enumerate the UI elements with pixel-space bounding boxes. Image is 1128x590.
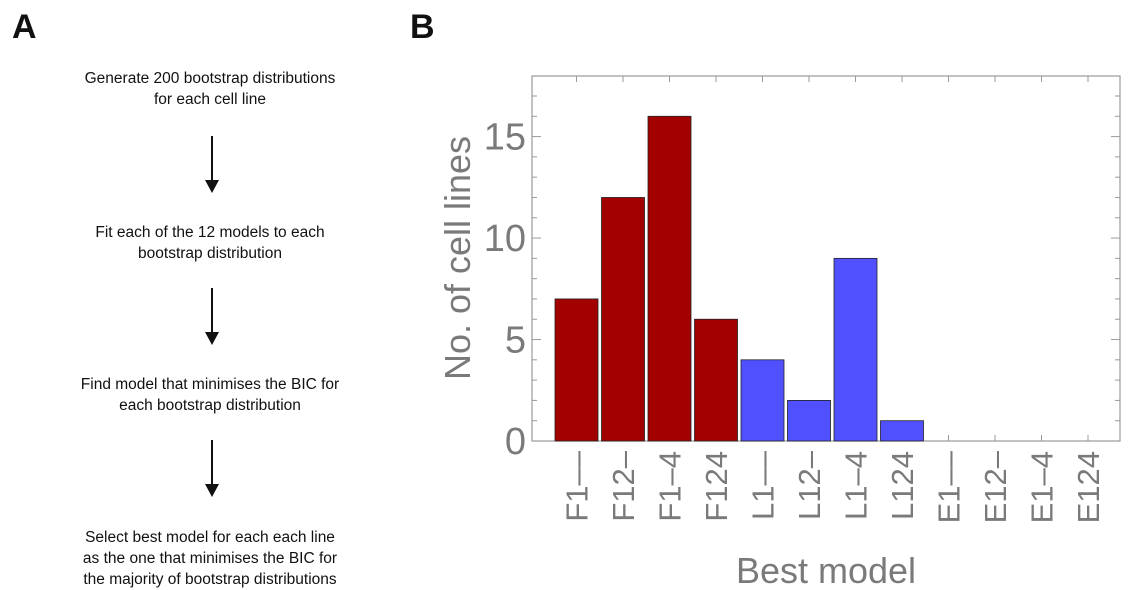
x-tick-label: F124 [699,451,734,522]
flow-step-3: Find model that minimises the BIC for ea… [30,374,390,416]
bar-1 [554,298,599,442]
flow-arrow-2 [205,288,219,345]
x-tick-label: L12– [792,450,827,520]
bar-7 [833,257,878,442]
flow-step-4-line2: as the one that minimises the BIC for [82,550,338,567]
bar-4 [694,318,738,442]
flow-step-2: Fit each of the 12 models to each bootst… [30,222,390,264]
x-tick-label: L124 [885,451,920,520]
flow-arrow-1 [205,136,219,193]
y-tick-label: 5 [505,320,526,362]
bar-6 [787,400,831,442]
x-axis-title: Best model [736,550,916,590]
x-tick-label: E124 [1071,451,1106,523]
flow-step-2-line1: Fit each of the 12 models to each [95,224,325,241]
flow-step-1: Generate 200 bootstrap distributions for… [30,68,390,110]
flow-step-3-line1: Find model that minimises the BIC for [80,376,340,393]
bar-5 [740,359,785,442]
x-tick-label: F12– [606,450,641,521]
bar-8 [880,420,924,442]
y-tick-label: 15 [484,117,526,159]
panel-a-label: A [12,8,37,46]
panel-b-label: B [410,8,435,46]
x-tick-label: L1–– [746,450,781,520]
flow-arrow-3 [205,440,219,497]
y-axis-title: No. of cell lines [437,136,478,380]
bar-3 [647,115,692,442]
flow-step-4: Select best model for each each line as … [30,527,390,590]
x-tick-label: E1–– [932,450,967,523]
x-tick-label: E1–4 [1025,451,1060,523]
flow-step-2-line2: bootstrap distribution [138,245,282,262]
y-tick-label: 10 [484,218,526,260]
x-tick-label: L1–4 [839,451,874,520]
flow-step-1-line2: for each cell line [153,91,266,108]
flow-step-4-line1: Select best model for each each line [85,529,335,546]
flow-step-3-line2: each bootstrap distribution [119,397,301,414]
x-tick-label: F1–– [560,450,595,521]
flow-step-4-line3: the majority of bootstrap distributions [83,571,337,588]
bar-2 [601,197,645,442]
flow-step-1-line1: Generate 200 bootstrap distributions [84,70,336,87]
x-tick-label: E12– [978,450,1013,523]
x-tick-label: F1–4 [653,451,688,522]
y-tick-label: 0 [505,421,526,463]
